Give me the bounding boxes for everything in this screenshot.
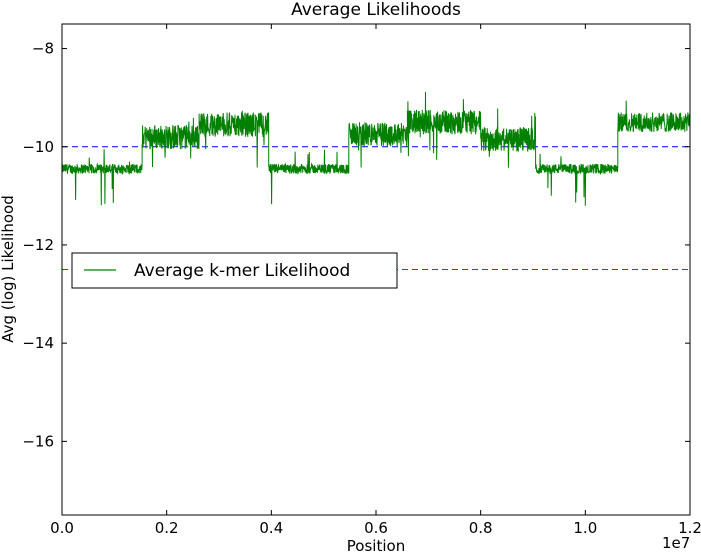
series-layer bbox=[61, 91, 691, 206]
x-axis-ticks: 0.0 0.2 0.4 0.6 0.8 1.0 1.2 bbox=[50, 24, 701, 537]
legend-box bbox=[71, 252, 398, 289]
x-tick-label: 0.4 bbox=[259, 519, 283, 537]
x-tick-label: 0.8 bbox=[469, 519, 493, 537]
legend: Average k-mer Likelihood bbox=[71, 252, 398, 289]
y-tick-label: −10 bbox=[22, 138, 54, 156]
series-line bbox=[61, 91, 691, 206]
legend-label: Average k-mer Likelihood bbox=[134, 261, 350, 281]
x-tick-label: 0.0 bbox=[50, 519, 74, 537]
x-tick-label: 0.6 bbox=[364, 519, 388, 537]
x-tick-label: 1.2 bbox=[678, 519, 701, 537]
y-tick-label: −8 bbox=[32, 40, 54, 58]
chart-title: Average Likelihoods bbox=[291, 0, 461, 20]
y-axis-label: Avg (log) Likelihood bbox=[0, 195, 17, 343]
y-axis-ticks: −8 −10 −12 −14 −16 bbox=[22, 40, 690, 450]
y-tick-label: −14 bbox=[22, 334, 54, 352]
x-tick-label: 0.2 bbox=[155, 519, 179, 537]
x-axis-label: Position bbox=[347, 537, 405, 552]
x-axis-multiplier: 1e7 bbox=[662, 534, 690, 552]
x-tick-label: 1.0 bbox=[573, 519, 597, 537]
y-tick-label: −16 bbox=[22, 432, 54, 450]
y-tick-label: −12 bbox=[22, 236, 54, 254]
